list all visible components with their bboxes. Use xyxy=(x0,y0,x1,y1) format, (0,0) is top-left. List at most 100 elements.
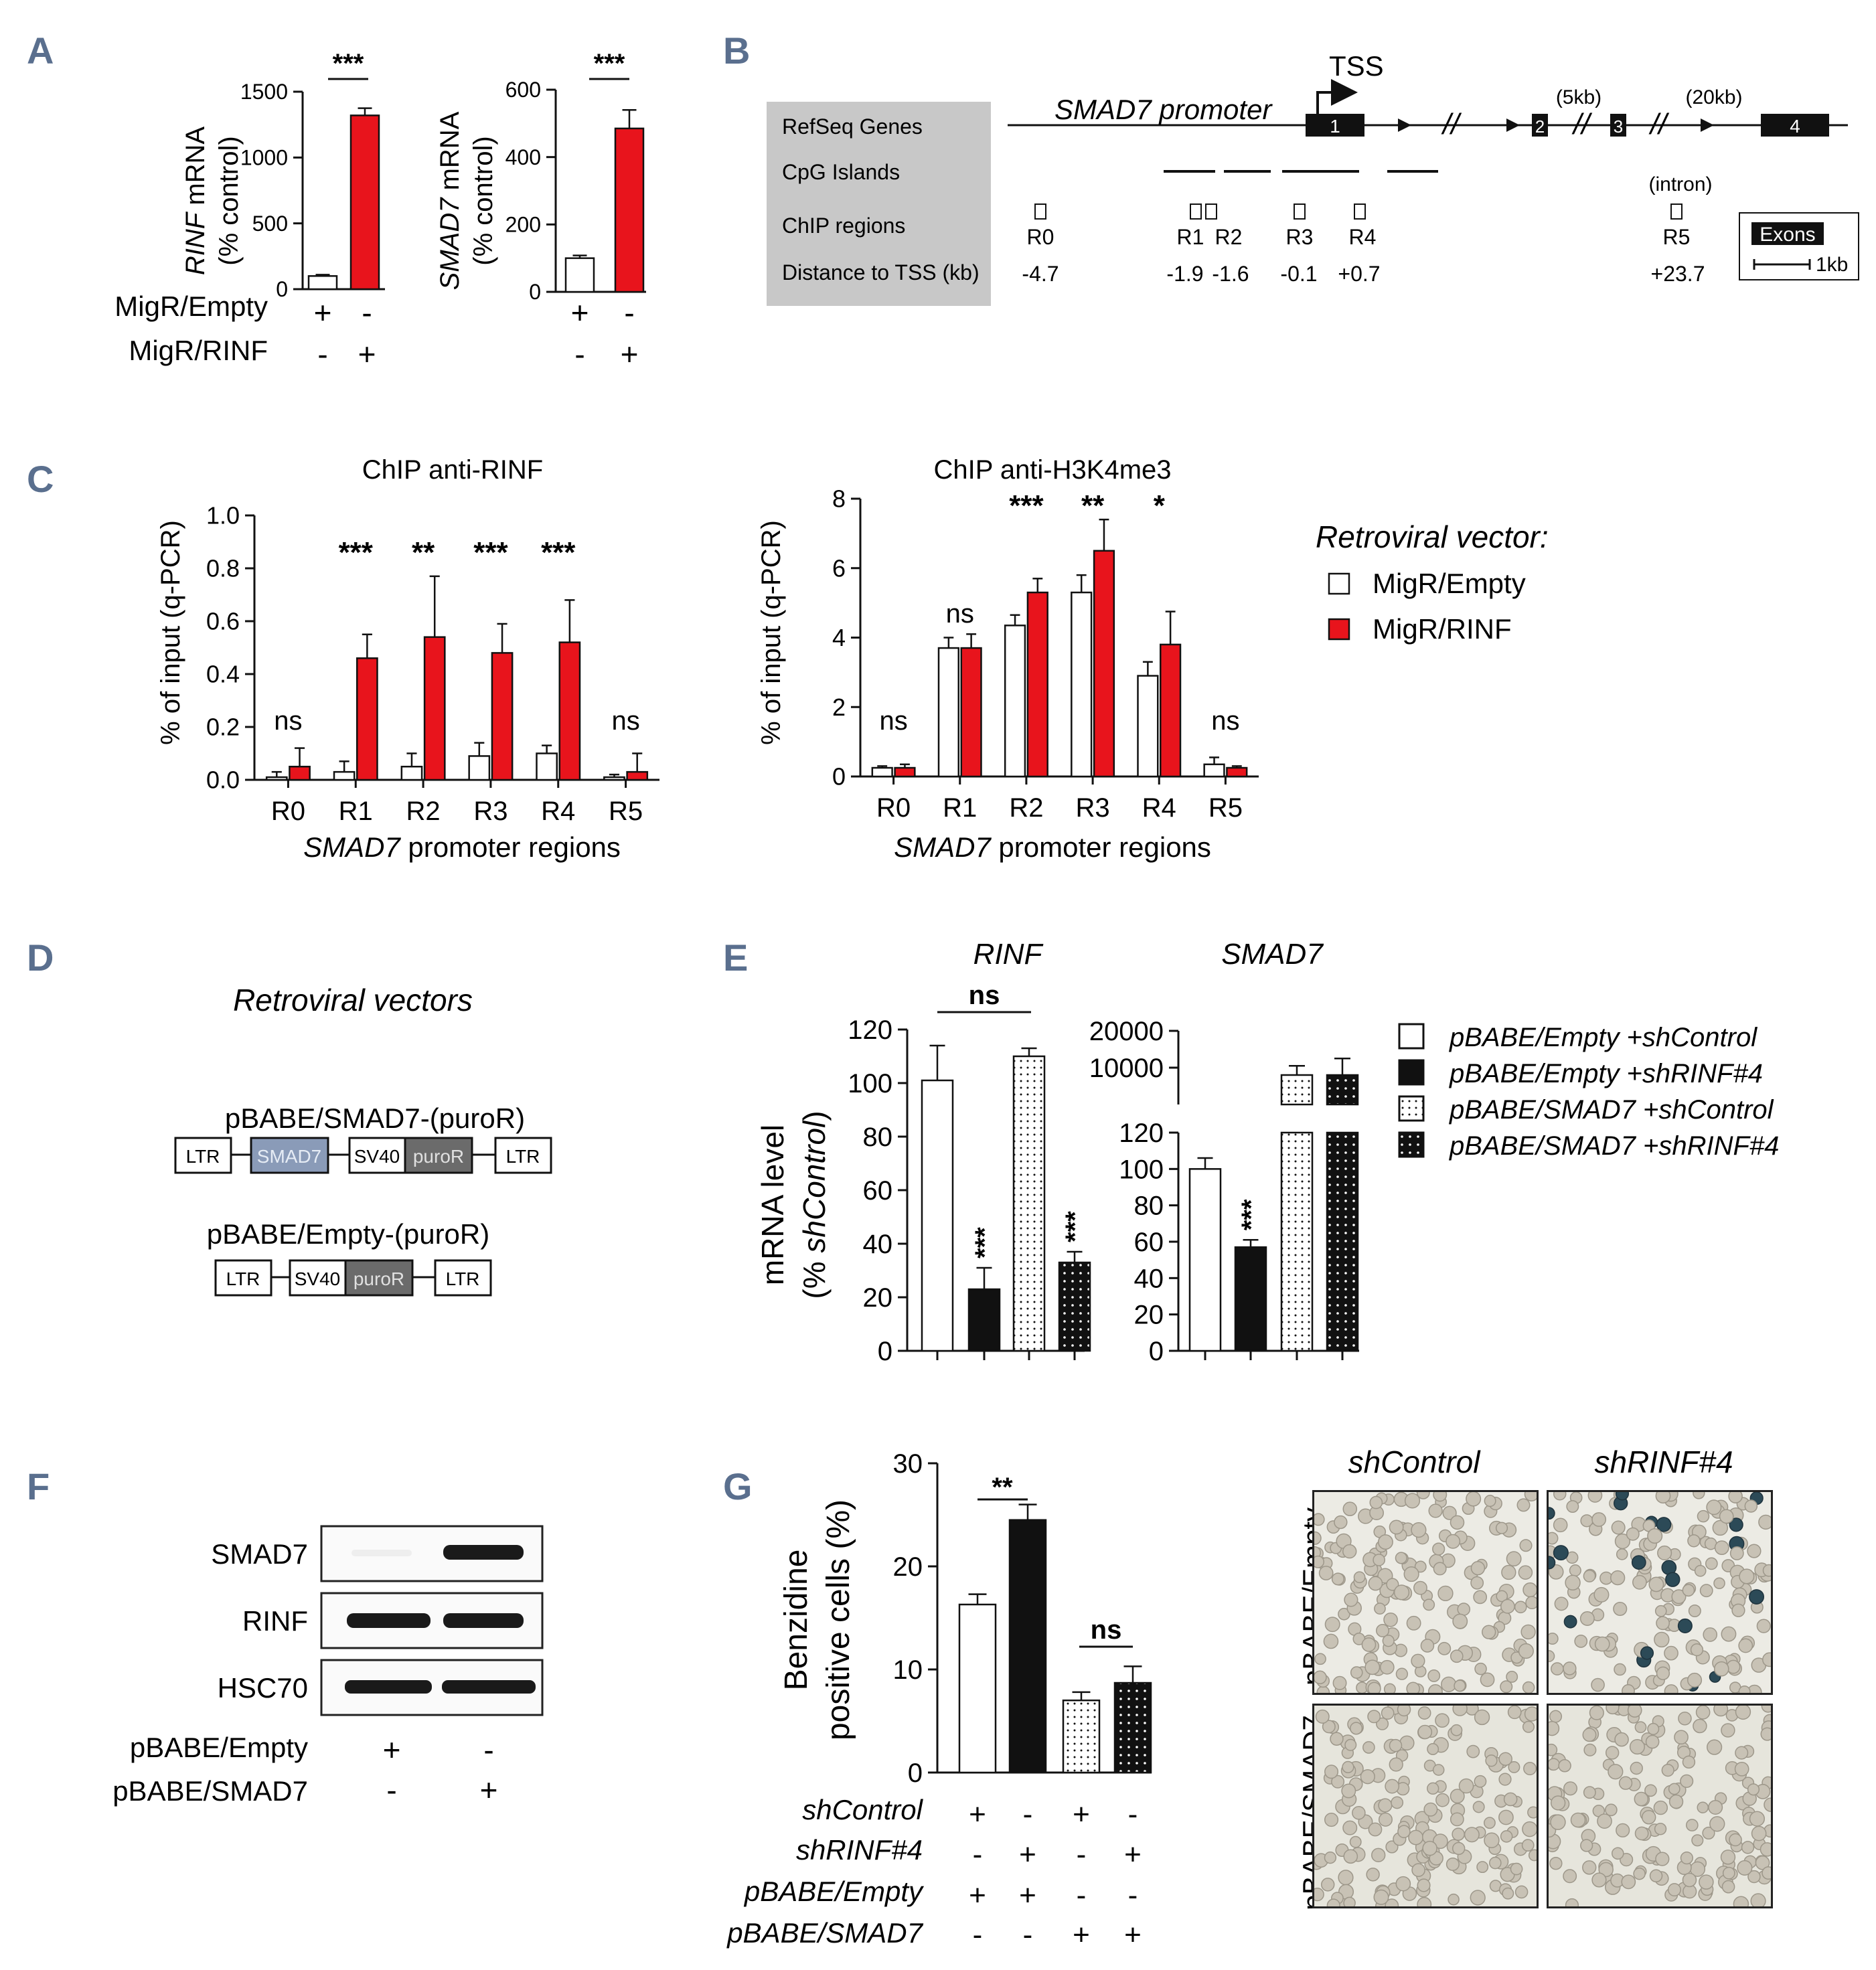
panel-c-legend-swatch-empty xyxy=(1328,572,1350,595)
cell xyxy=(1516,1498,1531,1512)
panel-b-tss-label: TSS xyxy=(1329,50,1384,82)
panel-b-track-label: Distance to TSS (kb) xyxy=(782,260,980,284)
cell xyxy=(1364,1659,1381,1675)
cell xyxy=(1611,1847,1624,1860)
panel-f: SMAD7 RINF HSC70 pBABE/Empty pBABE/SMAD7… xyxy=(112,1525,544,1807)
cell xyxy=(1395,1552,1407,1564)
cell xyxy=(1404,1493,1421,1509)
significance-label: * xyxy=(1154,489,1166,522)
sign: - xyxy=(973,1838,983,1871)
bar xyxy=(1058,1261,1091,1352)
bar xyxy=(1326,1074,1359,1106)
y-tick-label: 4 xyxy=(832,624,846,651)
cell xyxy=(1482,1625,1496,1639)
cell xyxy=(1606,1706,1620,1715)
panel-b-region-label: R4 xyxy=(1349,225,1377,249)
cell xyxy=(1432,1833,1448,1850)
cell xyxy=(1549,1856,1563,1870)
cell xyxy=(1721,1880,1735,1894)
x-tick-label: R5 xyxy=(609,797,643,826)
panel-f-band-label: RINF xyxy=(242,1605,308,1637)
cell xyxy=(1525,1596,1537,1610)
y-tick-label: 500 xyxy=(252,212,288,236)
cell xyxy=(1352,1805,1366,1820)
panel-c: ChIP anti-RINF ChIP anti-H3K4me3 % of in… xyxy=(156,455,1549,863)
cell xyxy=(1664,1645,1678,1661)
cell xyxy=(1708,1799,1723,1815)
y-tick-label: 80 xyxy=(863,1123,893,1152)
cell xyxy=(1427,1669,1441,1682)
panel-b-legend-exons: Exons xyxy=(1760,224,1815,246)
panel-b-chip-marker xyxy=(1190,203,1202,220)
panel-d-smad7: SMAD7 xyxy=(257,1146,321,1167)
significance-label: ns xyxy=(1211,706,1239,736)
panel-b-chip-marker xyxy=(1354,203,1366,220)
cell xyxy=(1417,1724,1433,1740)
bar-empty xyxy=(603,776,625,781)
panel-f-sign: + xyxy=(383,1732,401,1767)
cell xyxy=(1697,1801,1709,1814)
cell xyxy=(1470,1576,1484,1590)
cell xyxy=(1610,1570,1626,1586)
cell xyxy=(1566,1500,1579,1513)
cell xyxy=(1389,1520,1404,1535)
cell xyxy=(1760,1842,1771,1857)
bar-rinf xyxy=(894,766,916,778)
cell xyxy=(1500,1830,1513,1843)
panel-b-distance: -4.7 xyxy=(1022,262,1059,286)
panel-e-ns: ns xyxy=(969,981,1000,1010)
cell xyxy=(1435,1713,1450,1728)
cell xyxy=(1674,1730,1689,1745)
cell xyxy=(1749,1811,1766,1827)
panel-c-left-axis: 0.0 0.2 0.4 0.6 0.8 1.0 R0 R1 R2 R3 R4 R5 xyxy=(206,502,659,826)
panel-f-sign: - xyxy=(483,1732,493,1767)
panel-a-row1-sign: - xyxy=(624,295,634,330)
cell xyxy=(1343,1849,1358,1864)
cell xyxy=(1687,1534,1701,1548)
cell xyxy=(1367,1681,1381,1693)
panel-d-ltr-box xyxy=(434,1259,492,1297)
cell xyxy=(1503,1792,1518,1807)
panel-e-legend-item: pBABE/SMAD7 +shControl xyxy=(1449,1095,1774,1125)
y-tick-label: 60 xyxy=(1134,1228,1164,1257)
cell xyxy=(1433,1562,1447,1576)
cell xyxy=(1690,1643,1704,1657)
cell xyxy=(1314,1653,1326,1665)
panel-b-arrowhead xyxy=(1506,118,1520,132)
cell xyxy=(1399,1735,1415,1751)
cell xyxy=(1613,1601,1628,1617)
y-tick-label: 400 xyxy=(505,145,541,169)
cell xyxy=(1687,1672,1703,1688)
panel-b-gap2-label: (20kb) xyxy=(1685,86,1742,108)
cell xyxy=(1668,1783,1680,1795)
significance-label: ns xyxy=(274,706,302,736)
panel-a-rinf-axis: 0 500 1000 1500 xyxy=(240,80,385,301)
bar xyxy=(1008,1519,1047,1774)
y-tick-label: 10 xyxy=(893,1655,923,1685)
cell xyxy=(1680,1852,1694,1865)
cell xyxy=(1433,1492,1448,1502)
bar-empty xyxy=(1203,763,1225,778)
cell xyxy=(1656,1666,1670,1680)
micrograph-cells xyxy=(1549,1706,1771,1906)
cell xyxy=(1594,1636,1610,1652)
cell xyxy=(1445,1857,1460,1872)
cell xyxy=(1437,1641,1452,1655)
cell xyxy=(1654,1631,1670,1648)
benzidine-positive-cell xyxy=(1549,1507,1555,1520)
cell xyxy=(1695,1706,1711,1720)
bar-empty xyxy=(1004,625,1026,778)
cell xyxy=(1626,1527,1640,1541)
bar-rinf xyxy=(1026,591,1048,778)
panel-f-sign: - xyxy=(386,1773,396,1807)
cell xyxy=(1756,1619,1771,1633)
y-tick-label: 1500 xyxy=(240,80,288,104)
panel-d-sv40-box xyxy=(289,1259,347,1297)
cell xyxy=(1474,1709,1490,1726)
x-tick-label: R4 xyxy=(1142,793,1176,823)
panel-b-track-label: ChIP regions xyxy=(782,214,905,238)
significance-label: ** xyxy=(412,536,435,569)
cell xyxy=(1417,1896,1432,1906)
cell xyxy=(1750,1893,1766,1906)
cell xyxy=(1376,1623,1390,1637)
